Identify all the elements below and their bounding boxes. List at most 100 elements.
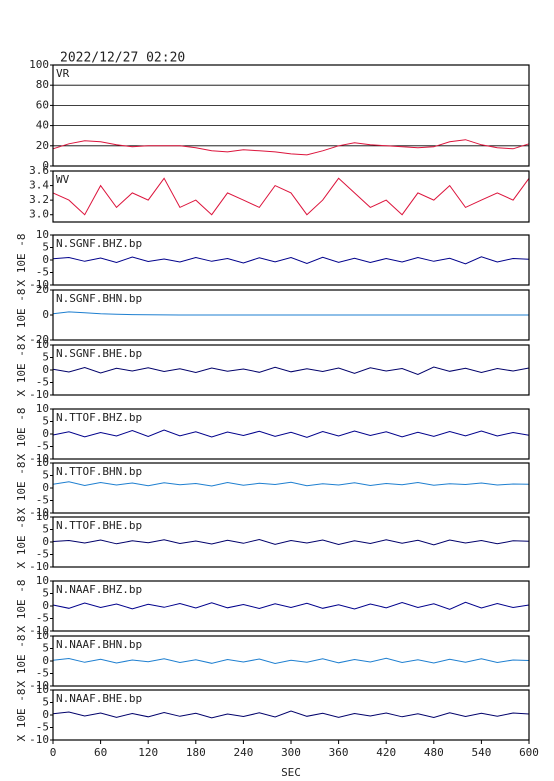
- trace: [52, 311, 529, 316]
- y-tick-label: -20: [29, 333, 49, 346]
- panel-frame: [52, 635, 530, 687]
- trace: [52, 139, 530, 156]
- y-tick-label: 10: [36, 629, 49, 642]
- y-tick-label: -5: [36, 612, 49, 625]
- y-tick-label: 60: [36, 98, 49, 111]
- y-tick-label: 0: [42, 363, 49, 376]
- y-tick-label: 0: [42, 708, 49, 721]
- y-axis-label: X 10E -8: [15, 289, 28, 342]
- y-tick-label: 0: [42, 481, 49, 494]
- y-tick-label: 5: [42, 696, 49, 709]
- y-tick-label: 10: [36, 338, 49, 351]
- y-axis-label: X 10E -8: [15, 344, 28, 397]
- y-tick-label: 0: [42, 308, 49, 321]
- panel-frame: [52, 64, 530, 167]
- y-tick-label: 5: [42, 587, 49, 600]
- y-tick-label: -10: [29, 560, 49, 573]
- x-tick-label: 420: [376, 746, 396, 759]
- y-axis-label: X 10E -8: [15, 689, 28, 742]
- y-tick-label: 5: [42, 415, 49, 428]
- y-tick-label: 5: [42, 523, 49, 536]
- y-tick-label: -10: [29, 388, 49, 401]
- y-tick-label: 10: [36, 510, 49, 523]
- y-tick-label: 10: [36, 402, 49, 415]
- y-tick-label: 5: [42, 241, 49, 254]
- y-tick-label: -10: [29, 452, 49, 465]
- y-tick-label: -10: [29, 733, 49, 746]
- trace: [52, 366, 530, 376]
- x-tick-label: 360: [329, 746, 349, 759]
- y-tick-label: -10: [29, 624, 49, 637]
- y-tick-label: 0: [42, 253, 49, 266]
- panel-frame: [52, 408, 530, 460]
- y-tick-label: 3.2: [29, 193, 49, 206]
- y-tick-label: 40: [36, 119, 49, 132]
- y-tick-label: -10: [29, 679, 49, 692]
- trace: [52, 177, 530, 216]
- chart-title: 2022/12/27 02:20: [60, 51, 185, 66]
- y-tick-label: -5: [36, 548, 49, 561]
- trace: [52, 538, 530, 546]
- x-tick-label: 180: [186, 746, 206, 759]
- y-tick-label: 100: [29, 58, 49, 71]
- x-tick-label: 600: [519, 746, 539, 759]
- trace: [52, 710, 530, 719]
- panel-frame: [52, 344, 530, 396]
- trace-label: N.SGNF.BHZ.bp: [56, 237, 142, 250]
- y-tick-label: 0: [42, 427, 49, 440]
- trace: [52, 429, 530, 438]
- y-tick-label: 10: [36, 456, 49, 469]
- panel-frame: [52, 234, 530, 286]
- trace-label: N.SGNF.BHN.bp: [56, 292, 142, 305]
- x-tick-label: 120: [138, 746, 158, 759]
- y-axis-label: X 10E -8: [15, 580, 28, 633]
- y-tick-label: 3.6: [29, 164, 49, 177]
- y-tick-label: -10: [29, 278, 49, 291]
- trace: [52, 256, 530, 265]
- y-tick-label: -10: [29, 506, 49, 519]
- y-tick-label: -5: [36, 376, 49, 389]
- x-tick-label: 480: [424, 746, 444, 759]
- y-tick-label: 10: [36, 683, 49, 696]
- y-tick-label: 5: [42, 351, 49, 364]
- y-tick-label: 0: [42, 599, 49, 612]
- trace: [52, 601, 530, 610]
- y-axis-label: X 10E -8: [15, 516, 28, 569]
- x-axis-label: SEC: [281, 766, 301, 779]
- y-axis-label: X 10E -8: [15, 408, 28, 461]
- trace: [52, 657, 530, 665]
- y-tick-label: 3.0: [29, 208, 49, 221]
- y-tick-label: 20: [36, 283, 49, 296]
- y-axis-label: X 10E -8: [15, 635, 28, 688]
- x-tick-label: 300: [281, 746, 301, 759]
- trace-label: N.TTOF.BHN.bp: [56, 465, 142, 478]
- y-tick-label: 0: [42, 654, 49, 667]
- x-tick-label: 240: [233, 746, 253, 759]
- x-tick-label: 0: [50, 746, 57, 759]
- y-axis-label: X 10E -8: [15, 234, 28, 287]
- panel-frame: [52, 170, 530, 223]
- trace-label: VR: [56, 67, 70, 80]
- y-tick-label: -5: [36, 667, 49, 680]
- y-tick-label: -5: [36, 721, 49, 734]
- y-tick-label: -5: [36, 494, 49, 507]
- y-axis-label: X 10E -8: [15, 462, 28, 515]
- y-tick-label: 80: [36, 78, 49, 91]
- y-tick-label: 10: [36, 574, 49, 587]
- y-tick-label: -5: [36, 266, 49, 279]
- panel-frame: [52, 462, 530, 514]
- trace-label: N.TTOF.BHE.bp: [56, 519, 142, 532]
- y-tick-label: 3.4: [29, 179, 49, 192]
- trace-label: N.TTOF.BHZ.bp: [56, 411, 142, 424]
- y-tick-label: 0: [42, 159, 49, 172]
- panel-frame: [52, 580, 530, 632]
- panel-frame: [52, 289, 530, 341]
- y-tick-label: 5: [42, 642, 49, 655]
- trace-label: WV: [56, 173, 70, 186]
- panel-frame: [52, 516, 530, 568]
- y-tick-label: 20: [36, 139, 49, 152]
- y-tick-label: 10: [36, 228, 49, 241]
- y-tick-label: 5: [42, 469, 49, 482]
- trace: [52, 481, 530, 487]
